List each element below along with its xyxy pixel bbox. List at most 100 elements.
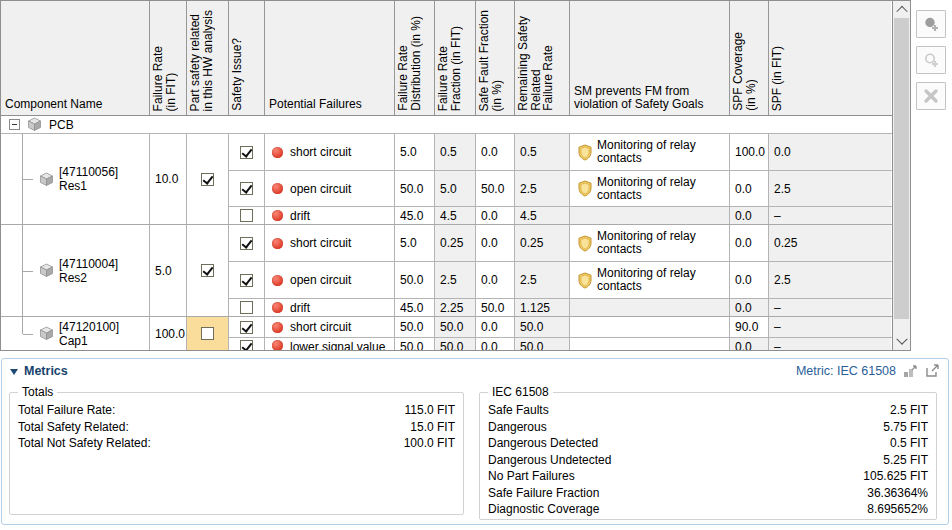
distribution-cell[interactable]: 50.0 (395, 262, 435, 298)
distribution-cell[interactable]: 50.0 (395, 171, 435, 206)
checkbox-checked-icon[interactable] (240, 340, 253, 350)
col-header-part-safety-related[interactable]: Part safety related in this HW analysis (187, 1, 229, 115)
failure-rate-cell[interactable]: 100.0 (150, 317, 187, 350)
checkbox-unchecked-icon[interactable] (240, 301, 253, 314)
safe-fault-fraction-cell[interactable]: 0.0 (476, 338, 515, 350)
totals-groupbox-title: Totals (18, 385, 57, 399)
failure-dot-icon (272, 183, 283, 194)
safety-issue-cell[interactable] (229, 207, 265, 224)
col-header-remaining-safety-related[interactable]: Remaining Safety Related Failure Rate (515, 1, 570, 115)
component-name-cell[interactable]: [47110004]Res2 (1, 225, 150, 316)
failure-row: short circuit 5.0 0.5 0.0 0.5 Monitoring… (229, 134, 892, 171)
fraction-cell: 50.0 (435, 317, 476, 337)
safe-fault-fraction-cell[interactable]: 0.0 (476, 317, 515, 337)
safety-mechanism-cell[interactable] (570, 338, 730, 350)
part-safety-related-cell[interactable] (187, 134, 229, 224)
add-failure-button[interactable] (916, 10, 946, 38)
spf-coverage-cell: 0.0 (730, 338, 769, 350)
component-name-cell[interactable]: [47120100]Cap1 (1, 317, 150, 350)
metric-export-icon[interactable] (903, 364, 918, 378)
col-header-component-name[interactable]: Component Name (1, 1, 150, 115)
safe-fault-fraction-cell[interactable]: 0.0 (476, 207, 515, 224)
checkbox-unchecked-icon[interactable] (240, 209, 253, 222)
part-safety-related-cell[interactable] (187, 225, 229, 316)
checkbox-checked-icon[interactable] (201, 173, 214, 186)
safe-fault-fraction-cell[interactable]: 50.0 (476, 171, 515, 206)
checkbox-checked-icon[interactable] (240, 237, 253, 250)
col-header-sm-prevents[interactable]: SM prevents FM from violation of Safety … (570, 1, 730, 115)
col-header-safe-fault-fraction[interactable]: Safe Fault Fraction (in %) (476, 1, 515, 115)
potential-failure-cell[interactable]: short circuit (265, 134, 395, 170)
metric-row: Total Failure Rate:115.0 FIT (18, 402, 455, 419)
spf-coverage-cell[interactable]: 0.0 (730, 225, 769, 261)
fraction-cell: 5.0 (435, 171, 476, 206)
safety-issue-cell[interactable] (229, 317, 265, 337)
failure-dot-icon (272, 238, 283, 249)
vertical-scrollbar[interactable] (892, 1, 910, 350)
potential-failure-cell[interactable]: open circuit (265, 171, 395, 206)
metric-selector-link[interactable]: Metric: IEC 61508 (796, 364, 896, 378)
add-circle-outline-icon (923, 52, 940, 69)
checkbox-checked-icon[interactable] (240, 146, 253, 159)
metric-label: Diagnostic Coverage (488, 501, 867, 518)
safety-mechanism-cell[interactable] (570, 317, 730, 337)
distribution-cell[interactable]: 5.0 (395, 134, 435, 170)
safe-fault-fraction-cell[interactable]: 0.0 (476, 225, 515, 261)
scrollbar-thumb[interactable] (894, 18, 909, 319)
distribution-cell[interactable]: 45.0 (395, 207, 435, 224)
col-header-spf[interactable]: SPF (in FIT) (769, 1, 891, 115)
safe-fault-fraction-cell[interactable]: 0.0 (476, 262, 515, 298)
spf-cell: – (769, 317, 891, 337)
delete-x-icon (923, 88, 939, 104)
spf-coverage-cell[interactable]: 0.0 (730, 171, 769, 206)
distribution-cell[interactable]: 50.0 (395, 338, 435, 350)
scroll-up-arrow-icon[interactable] (893, 1, 910, 18)
potential-failure-cell[interactable]: drift (265, 299, 395, 316)
col-header-spf-coverage[interactable]: SPF Coverage (in %) (730, 1, 769, 115)
potential-failure-cell[interactable]: lower signal value (265, 338, 395, 350)
safety-mechanism-cell[interactable]: Monitoring of relay contacts (570, 134, 730, 170)
checkbox-checked-icon[interactable] (240, 321, 253, 334)
spf-coverage-cell[interactable]: 100.0 (730, 134, 769, 170)
safety-issue-cell[interactable] (229, 262, 265, 298)
delete-button[interactable] (916, 82, 946, 110)
safety-issue-cell[interactable] (229, 338, 265, 350)
failure-rate-cell[interactable]: 5.0 (150, 225, 187, 316)
checkbox-checked-icon[interactable] (240, 182, 253, 195)
safe-fault-fraction-cell[interactable]: 50.0 (476, 299, 515, 316)
safety-mechanism-cell[interactable]: Monitoring of relay contacts (570, 262, 730, 298)
spf-coverage-cell[interactable]: 90.0 (730, 317, 769, 337)
safety-issue-cell[interactable] (229, 171, 265, 206)
potential-failure-cell[interactable]: short circuit (265, 317, 395, 337)
part-safety-related-cell-warning[interactable] (187, 317, 229, 350)
spf-coverage-cell[interactable]: 0.0 (730, 262, 769, 298)
scroll-down-arrow-icon[interactable] (893, 333, 910, 350)
potential-failure-cell[interactable]: drift (265, 207, 395, 224)
failure-rate-cell[interactable]: 10.0 (150, 134, 187, 224)
col-header-failure-rate-distribution[interactable]: Failure Rate Distribution (in %) (395, 1, 435, 115)
safe-fault-fraction-cell[interactable]: 0.0 (476, 134, 515, 170)
open-external-icon[interactable] (925, 364, 940, 378)
col-header-potential-failures[interactable]: Potential Failures (265, 1, 395, 115)
safety-mechanism-cell[interactable]: Monitoring of relay contacts (570, 171, 730, 206)
distribution-cell[interactable]: 5.0 (395, 225, 435, 261)
distribution-cell[interactable]: 45.0 (395, 299, 435, 316)
safety-issue-cell[interactable] (229, 134, 265, 170)
checkbox-unchecked-icon[interactable] (201, 327, 214, 340)
safety-mechanism-cell[interactable]: Monitoring of relay contacts (570, 225, 730, 261)
safety-issue-cell[interactable] (229, 299, 265, 316)
collapse-expander-icon[interactable] (9, 119, 20, 130)
distribution-cell[interactable]: 50.0 (395, 317, 435, 337)
table-row-pcb[interactable]: PCB (1, 116, 892, 134)
potential-failure-cell[interactable]: open circuit (265, 262, 395, 298)
section-collapse-triangle-icon[interactable] (10, 369, 18, 375)
component-name-cell[interactable]: [47110056]Res1 (1, 134, 150, 224)
checkbox-checked-icon[interactable] (240, 274, 253, 287)
col-header-safety-issue[interactable]: Safety Issue? (229, 1, 265, 115)
add-safety-measure-button[interactable] (916, 46, 946, 74)
safety-issue-cell[interactable] (229, 225, 265, 261)
checkbox-checked-icon[interactable] (201, 264, 214, 277)
potential-failure-cell[interactable]: short circuit (265, 225, 395, 261)
col-header-failure-rate[interactable]: Failure Rate (in FIT) (150, 1, 187, 115)
col-header-failure-rate-fraction[interactable]: Failure Rate Fraction (in FIT) (435, 1, 476, 115)
